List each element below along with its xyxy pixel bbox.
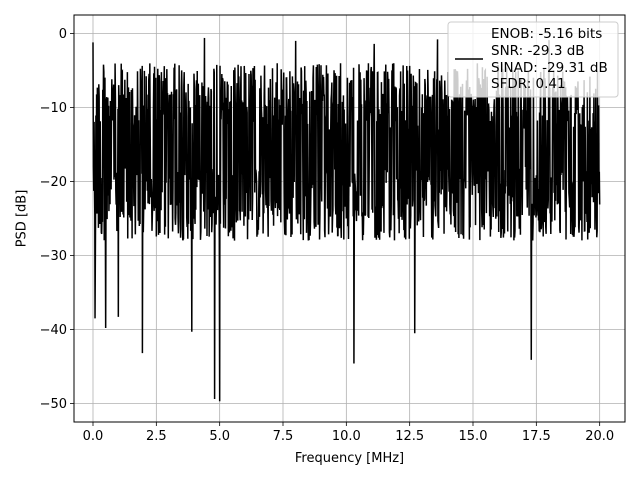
legend-box bbox=[447, 21, 619, 98]
y-tick-label: −30 bbox=[40, 249, 67, 264]
x-tick-label: 17.5 bbox=[522, 429, 551, 444]
psd-series-line bbox=[92, 37, 601, 402]
legend-line-3: SINAD: -29.31 dB bbox=[491, 60, 608, 76]
y-tick-label: −50 bbox=[40, 397, 67, 412]
x-axis-ticks: 0.0 2.5 5.0 7.5 10.0 12.5 15.0 17.5 20.0 bbox=[83, 422, 614, 444]
x-tick-label: 10.0 bbox=[332, 429, 361, 444]
x-tick-label: 5.0 bbox=[209, 429, 230, 444]
legend-line-4: SFDR: 0.41 bbox=[491, 76, 566, 92]
x-tick-label: 2.5 bbox=[146, 429, 167, 444]
y-axis-ticks: 0 −10 −20 −30 −40 −50 bbox=[40, 27, 74, 412]
plot-frame bbox=[73, 14, 626, 423]
y-tick-label: −20 bbox=[40, 175, 67, 190]
y-axis-label: PSD [dB] bbox=[15, 190, 30, 248]
y-tick-label: −40 bbox=[40, 323, 67, 338]
legend-line-1: ENOB: -5.16 bits bbox=[491, 26, 602, 42]
x-tick-label: 12.5 bbox=[395, 429, 424, 444]
x-tick-label: 20.0 bbox=[585, 429, 614, 444]
legend-line-2: SNR: -29.3 dB bbox=[491, 43, 585, 59]
x-tick-label: 15.0 bbox=[459, 429, 488, 444]
x-tick-label: 0.0 bbox=[83, 429, 104, 444]
plot-area bbox=[92, 37, 601, 402]
y-tick-label: 0 bbox=[59, 27, 67, 42]
y-tick-label: −10 bbox=[40, 101, 67, 116]
legend: ENOB: -5.16 bits SNR: -29.3 dB SINAD: -2… bbox=[447, 21, 619, 98]
x-axis-label: Frequency [MHz] bbox=[295, 451, 404, 466]
x-tick-label: 7.5 bbox=[273, 429, 294, 444]
